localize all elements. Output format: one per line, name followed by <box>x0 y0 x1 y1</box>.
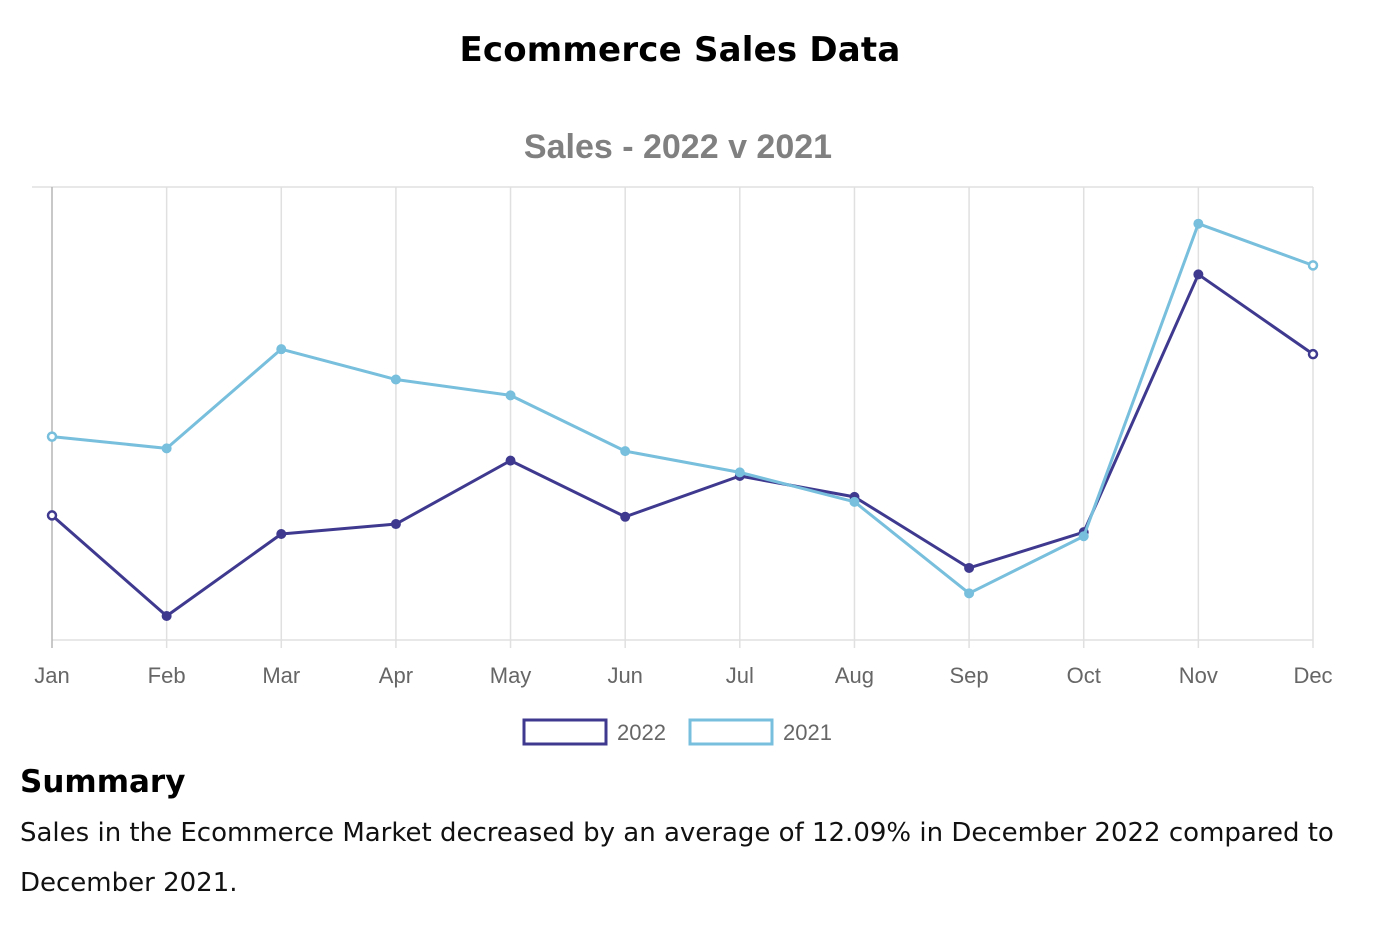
x-tick-label: Jun <box>607 663 642 688</box>
data-point[interactable] <box>1307 260 1319 271</box>
chart-canvas: Sales - 2022 v 2021 Jan Feb Mar Apr May Jun Ju… <box>32 128 1333 746</box>
summary-heading: Summary <box>20 764 186 800</box>
data-point[interactable] <box>1193 218 1204 229</box>
x-tick-label: Jan <box>34 663 69 688</box>
data-point[interactable] <box>390 374 401 385</box>
x-axis-ticks: Jan Feb Mar Apr May Jun Jul Aug Sep Oct Nov Dec <box>34 663 1332 688</box>
legend-item-2022[interactable]: 2022 <box>522 718 666 746</box>
x-tick-label: Feb <box>148 663 186 688</box>
legend-swatch <box>688 718 774 746</box>
x-tick-label: Dec <box>1293 663 1332 688</box>
legend-swatch <box>522 718 608 746</box>
summary-section: Summary Sales in the Ecommerce Market de… <box>20 762 1360 908</box>
data-point[interactable] <box>46 510 58 521</box>
series-line <box>51 272 1314 618</box>
chart-grid <box>32 186 1314 648</box>
x-tick-label: Aug <box>835 663 874 688</box>
legend-label: 2022 <box>617 720 666 745</box>
data-point[interactable] <box>505 390 516 401</box>
data-point[interactable] <box>505 455 516 466</box>
data-point[interactable] <box>161 610 172 621</box>
data-point[interactable] <box>276 528 287 539</box>
x-tick-label: Oct <box>1067 663 1101 688</box>
x-tick-label: Apr <box>379 663 413 688</box>
legend-item-2021[interactable]: 2021 <box>688 718 832 746</box>
x-tick-label: Jul <box>726 663 754 688</box>
legend-label: 2021 <box>783 720 832 745</box>
data-point[interactable] <box>1193 269 1204 280</box>
page-title: Ecommerce Sales Data <box>459 30 901 70</box>
series-2022 <box>46 269 1319 621</box>
series-2021 <box>46 218 1319 599</box>
data-point[interactable] <box>1078 531 1089 542</box>
data-point[interactable] <box>46 431 58 442</box>
x-tick-label: May <box>490 663 532 688</box>
data-point[interactable] <box>161 443 172 454</box>
chart-title: Sales - 2022 v 2021 <box>524 128 832 166</box>
chart-series <box>46 218 1319 621</box>
sales-chart: Sales - 2022 v 2021 Jan Feb Mar Apr May Jun Ju… <box>0 110 1376 760</box>
data-point[interactable] <box>964 588 975 599</box>
chart-legend: 2022 2021 <box>522 718 832 746</box>
summary-text: Sales in the Ecommerce Market decreased … <box>20 818 1334 898</box>
series-line <box>51 222 1314 595</box>
x-tick-label: Mar <box>262 663 300 688</box>
data-point[interactable] <box>620 511 631 522</box>
x-tick-label: Sep <box>950 663 989 688</box>
data-point[interactable] <box>390 519 401 530</box>
data-point[interactable] <box>734 467 745 478</box>
data-point[interactable] <box>1307 348 1319 360</box>
data-point[interactable] <box>276 344 287 355</box>
data-point[interactable] <box>620 446 631 457</box>
data-point[interactable] <box>849 496 860 507</box>
x-tick-label: Nov <box>1179 663 1218 688</box>
data-point[interactable] <box>964 562 975 573</box>
